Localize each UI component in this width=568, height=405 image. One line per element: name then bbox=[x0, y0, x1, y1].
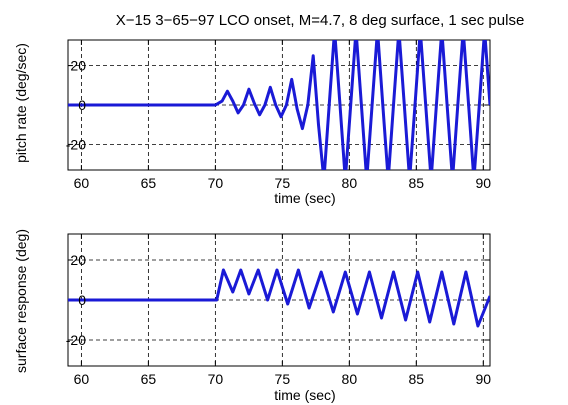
chart-title: X−15 3−65−97 LCO onset, M=4.7, 8 deg sur… bbox=[116, 12, 525, 29]
y-tick-labels: -20 0 20 bbox=[66, 58, 86, 153]
x-tick-label: 85 bbox=[409, 371, 425, 387]
series-layer bbox=[68, 40, 490, 170]
x-axis-label: time (sec) bbox=[274, 387, 335, 403]
x-tick-label: 65 bbox=[141, 175, 157, 191]
y-tick-label: 20 bbox=[70, 58, 86, 74]
x-tick-label: 65 bbox=[141, 371, 157, 387]
x-tick-label: 70 bbox=[208, 175, 224, 191]
x-tick-labels: 60 65 70 75 80 85 90 bbox=[74, 371, 492, 387]
surface-response-plot: -20 0 20 60 65 70 75 80 85 90 time (sec) surface… bbox=[13, 229, 491, 403]
x-axis-label: time (sec) bbox=[274, 190, 335, 206]
x-tick-label: 85 bbox=[409, 175, 425, 191]
series-line bbox=[68, 268, 490, 328]
series-layer bbox=[68, 268, 490, 328]
y-tick-label: -20 bbox=[66, 332, 86, 348]
x-tick-label: 80 bbox=[342, 175, 358, 191]
y-axis-label: pitch rate (deg/sec) bbox=[13, 43, 29, 163]
x-tick-labels: 60 65 70 75 80 85 90 bbox=[74, 175, 492, 191]
x-tick-label: 75 bbox=[275, 175, 291, 191]
x-tick-label: 90 bbox=[476, 371, 492, 387]
y-tick-label: -20 bbox=[66, 136, 86, 152]
x-tick-label: 75 bbox=[275, 371, 291, 387]
x-tick-label: 70 bbox=[208, 371, 224, 387]
x-tick-label: 60 bbox=[74, 175, 90, 191]
y-tick-label: 0 bbox=[78, 292, 86, 308]
x-tick-label: 80 bbox=[342, 371, 358, 387]
x-tick-label: 90 bbox=[476, 175, 492, 191]
series-line bbox=[68, 40, 490, 170]
y-axis-label: surface response (deg) bbox=[13, 229, 29, 373]
pitch-rate-plot: -20 0 20 60 65 70 75 80 85 90 time (sec) pitch r… bbox=[13, 39, 492, 206]
y-tick-label: 20 bbox=[70, 252, 86, 268]
x-tick-label: 60 bbox=[74, 371, 90, 387]
y-tick-labels: -20 0 20 bbox=[66, 252, 86, 348]
y-tick-label: 0 bbox=[78, 97, 86, 113]
